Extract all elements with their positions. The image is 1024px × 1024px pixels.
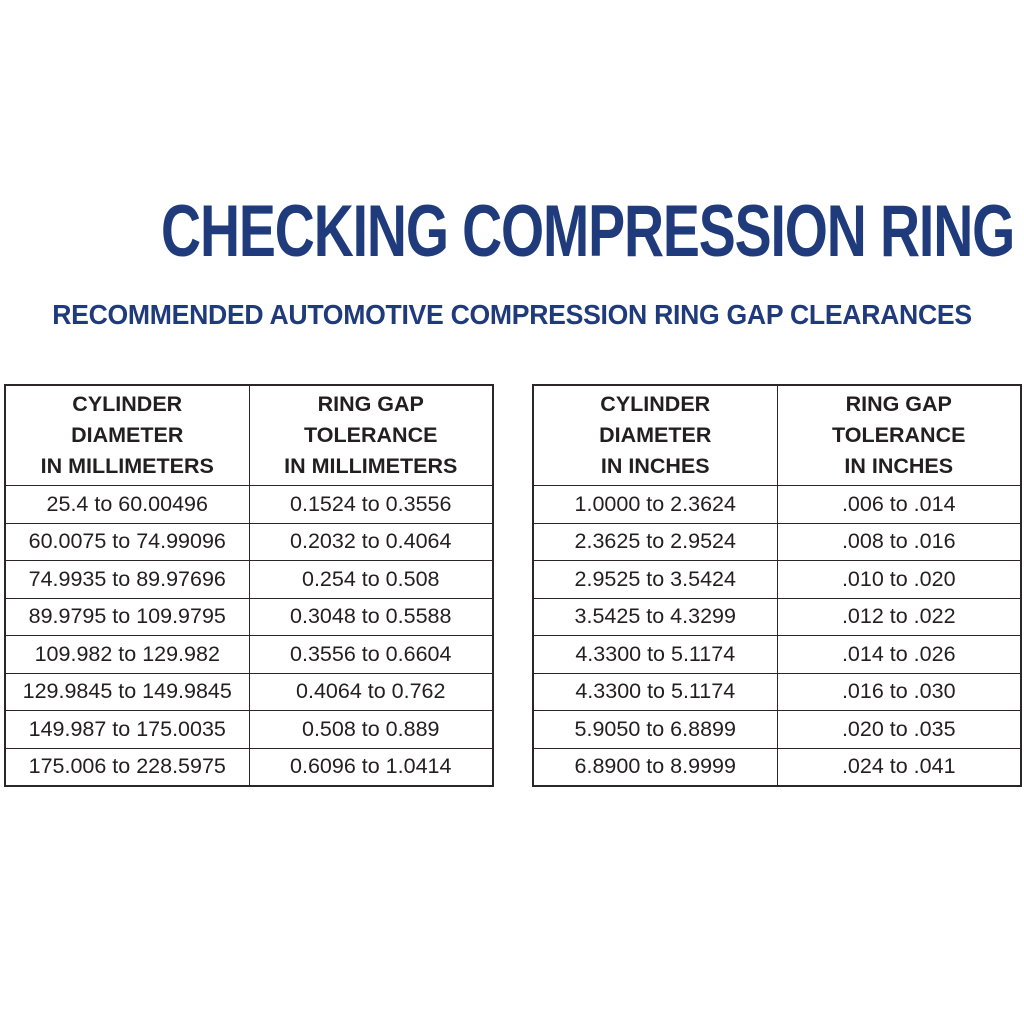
- table-cell: 0.3556 to 0.6604: [248, 635, 494, 674]
- table-row: 3.5425 to 4.3299 .012 to .022: [532, 597, 1022, 636]
- table-row: 2.9525 to 3.5424 .010 to .020: [532, 560, 1022, 599]
- table-cell: .010 to .020: [776, 560, 1022, 599]
- table-cell: 60.0075 to 74.99096: [4, 522, 250, 561]
- table-cell: 129.9845 to 149.9845: [4, 672, 250, 711]
- table-cell: 74.9935 to 89.97696: [4, 560, 250, 599]
- table-row: 1.0000 to 2.3624 .006 to .014: [532, 485, 1022, 524]
- table-cell: 6.8900 to 8.9999: [532, 747, 778, 787]
- table-cell: .008 to .016: [776, 522, 1022, 561]
- inches-table: CYLINDER DIAMETER IN INCHES RING GAP TOL…: [532, 384, 1022, 787]
- page-title-container: CHECKING COMPRESSION RING GAPS: [0, 190, 1024, 273]
- page-title: CHECKING COMPRESSION RING GAPS: [161, 191, 1024, 272]
- header-cylinder-diameter-in: CYLINDER DIAMETER IN INCHES: [532, 384, 778, 486]
- table-row: 109.982 to 129.982 0.3556 to 0.6604: [4, 635, 494, 674]
- table-cell: .016 to .030: [776, 672, 1022, 711]
- table-cell: 0.508 to 0.889: [248, 710, 494, 749]
- table-cell: 3.5425 to 4.3299: [532, 597, 778, 636]
- header-ring-gap-tolerance-mm: RING GAP TOLERANCE IN MILLIMETERS: [248, 384, 494, 486]
- page-subtitle: RECOMMENDED AUTOMOTIVE COMPRESSION RING …: [52, 299, 972, 330]
- table-cell: 5.9050 to 6.8899: [532, 710, 778, 749]
- table-row: 60.0075 to 74.99096 0.2032 to 0.4064: [4, 522, 494, 561]
- table-row: 74.9935 to 89.97696 0.254 to 0.508: [4, 560, 494, 599]
- table-cell: 89.9795 to 109.9795: [4, 597, 250, 636]
- table-row: 4.3300 to 5.1174 .016 to .030: [532, 672, 1022, 711]
- table-header-row: CYLINDER DIAMETER IN INCHES RING GAP TOL…: [532, 384, 1022, 486]
- page-subtitle-container: RECOMMENDED AUTOMOTIVE COMPRESSION RING …: [0, 299, 1024, 331]
- table-cell: 2.3625 to 2.9524: [532, 522, 778, 561]
- table-cell: .020 to .035: [776, 710, 1022, 749]
- millimeters-table: CYLINDER DIAMETER IN MILLIMETERS RING GA…: [4, 384, 494, 787]
- table-cell: .006 to .014: [776, 485, 1022, 524]
- table-cell: 4.3300 to 5.1174: [532, 635, 778, 674]
- table-cell: 25.4 to 60.00496: [4, 485, 250, 524]
- table-cell: 0.6096 to 1.0414: [248, 747, 494, 787]
- table-cell: 4.3300 to 5.1174: [532, 672, 778, 711]
- table-cell: 1.0000 to 2.3624: [532, 485, 778, 524]
- table-row: 4.3300 to 5.1174 .014 to .026: [532, 635, 1022, 674]
- table-header-row: CYLINDER DIAMETER IN MILLIMETERS RING GA…: [4, 384, 494, 486]
- table-row: 175.006 to 228.5975 0.6096 to 1.0414: [4, 747, 494, 787]
- table-row: 6.8900 to 8.9999 .024 to .041: [532, 747, 1022, 787]
- table-cell: .024 to .041: [776, 747, 1022, 787]
- table-cell: .014 to .026: [776, 635, 1022, 674]
- table-cell: 149.987 to 175.0035: [4, 710, 250, 749]
- table-cell: 0.1524 to 0.3556: [248, 485, 494, 524]
- table-row: 2.3625 to 2.9524 .008 to .016: [532, 522, 1022, 561]
- table-row: 5.9050 to 6.8899 .020 to .035: [532, 710, 1022, 749]
- table-row: 129.9845 to 149.9845 0.4064 to 0.762: [4, 672, 494, 711]
- table-cell: 0.3048 to 0.5588: [248, 597, 494, 636]
- table-row: 25.4 to 60.00496 0.1524 to 0.3556: [4, 485, 494, 524]
- header-cylinder-diameter-mm: CYLINDER DIAMETER IN MILLIMETERS: [4, 384, 250, 486]
- table-row: 89.9795 to 109.9795 0.3048 to 0.5588: [4, 597, 494, 636]
- table-cell: 0.2032 to 0.4064: [248, 522, 494, 561]
- table-cell: 0.254 to 0.508: [248, 560, 494, 599]
- header-ring-gap-tolerance-in: RING GAP TOLERANCE IN INCHES: [776, 384, 1022, 486]
- table-cell: 109.982 to 129.982: [4, 635, 250, 674]
- table-cell: 0.4064 to 0.762: [248, 672, 494, 711]
- tables-region: CYLINDER DIAMETER IN MILLIMETERS RING GA…: [4, 384, 1022, 787]
- table-cell: .012 to .022: [776, 597, 1022, 636]
- table-cell: 175.006 to 228.5975: [4, 747, 250, 787]
- table-cell: 2.9525 to 3.5424: [532, 560, 778, 599]
- table-row: 149.987 to 175.0035 0.508 to 0.889: [4, 710, 494, 749]
